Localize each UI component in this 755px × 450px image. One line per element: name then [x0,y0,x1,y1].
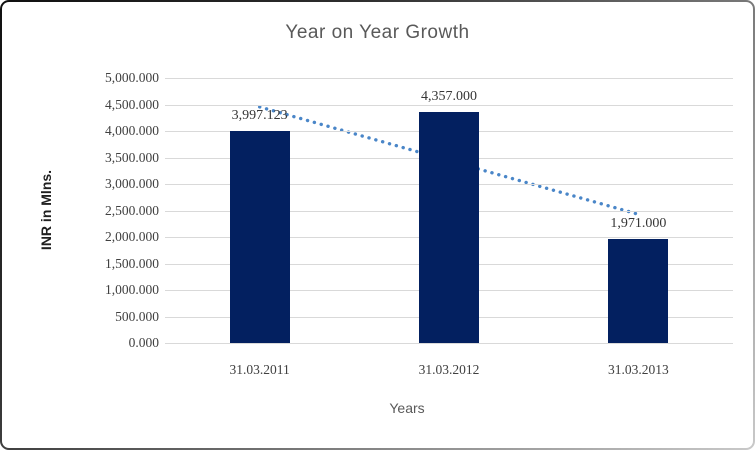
y-tick-label: 5,000.000 [105,70,159,85]
gridline [165,343,733,344]
chart-title: Year on Year Growth [285,22,470,43]
x-tick-label: 31.03.2013 [607,362,669,377]
y-tick-label: 4,000.000 [105,123,159,138]
y-tick-label: 3,000.000 [105,176,159,191]
trendline-segment [257,105,641,216]
trendline-dotted [257,105,641,216]
data-label: 4,357.000 [421,89,477,105]
y-tick-label: 0.000 [128,335,159,350]
y-axis-tick-labels: 5,000.000 4,500.000 4,000.000 3,500.000 3,00… [2,2,159,448]
y-tick-label: 1,500.000 [105,255,159,271]
y-tick-label: 2,000.000 [105,229,159,244]
data-label: 1,971.000 [610,215,667,231]
bar-31.03.2011 [229,131,290,343]
bar-31.03.2013 [608,238,669,343]
y-tick-label: 3,500.000 [105,149,159,165]
y-tick-label: 4,500.000 [105,96,159,112]
y-tick-label: 2,500.000 [105,202,159,218]
gridline [165,104,733,106]
data-label: 3,997.123 [231,108,288,124]
y-tick-label: 500.000 [115,308,159,324]
x-tick-label: 31.03.2012 [418,362,480,377]
x-tick-label: 31.03.2011 [229,362,290,377]
plot-area: 3,997.123 4,357.000 1,971.000 [165,78,733,344]
x-axis-title: Years [389,400,425,416]
y-tick-label: 1,000.000 [105,282,159,297]
gridline [165,78,733,79]
bar-31.03.2012 [419,112,479,343]
